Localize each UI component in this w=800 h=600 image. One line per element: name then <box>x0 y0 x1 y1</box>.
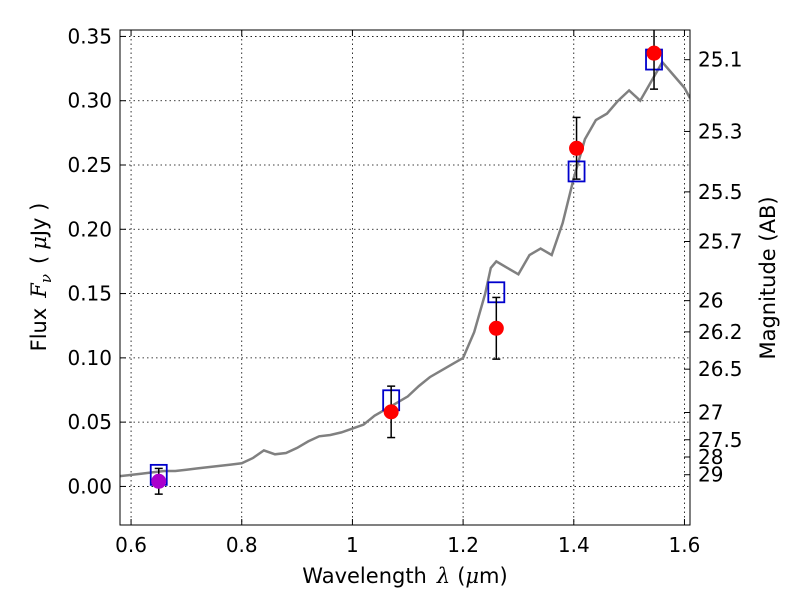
y2-tick-label: 26.5 <box>698 357 743 381</box>
y2-tick-label: 29 <box>698 463 723 487</box>
x-tick-label: 1.6 <box>669 533 701 557</box>
y-tick-label: 0.15 <box>67 282 112 306</box>
y-tick-label: 0.30 <box>67 89 112 113</box>
plot-frame <box>119 29 691 526</box>
markers <box>149 30 663 495</box>
y-tick-label: 0.35 <box>67 24 112 48</box>
y-axis-symbol-sub: ν <box>37 274 55 283</box>
y-axis-ticks: 0.00 0.05 0.10 0.15 0.20 0.25 0.30 0.35 <box>67 24 126 498</box>
y-tick-label: 0.10 <box>67 346 112 370</box>
y2-tick-label: 25.3 <box>698 119 743 143</box>
data-point <box>151 473 167 489</box>
x-tick-label: 1 <box>346 533 359 557</box>
y-axis-label: Flux <box>27 308 51 352</box>
y2-tick-label: 28 <box>698 445 723 469</box>
y-tick-label: 0.25 <box>67 153 112 177</box>
x-axis-unit-symbol: μ <box>465 564 479 588</box>
x-axis-label: Wavelength <box>302 564 427 588</box>
spectrum-line <box>120 59 690 478</box>
y2-tick-label: 26 <box>698 289 723 313</box>
y-tick-label: 0.20 <box>67 217 112 241</box>
data-point <box>569 140 585 156</box>
y2-axis-title: Magnitude (AB) <box>756 196 780 359</box>
y-axis-unit-close: Jy ) <box>27 203 51 239</box>
x-tick-label: 1.4 <box>558 533 590 557</box>
y-axis-symbol: F <box>27 282 51 299</box>
x-tick-label: 0.6 <box>115 533 147 557</box>
x-axis-ticks: 0.6 0.8 1 1.2 1.4 1.6 <box>115 30 700 557</box>
x-axis-title: Wavelength λ (μm) <box>302 564 507 588</box>
grid <box>120 30 690 525</box>
y-tick-label: 0.05 <box>67 410 112 434</box>
y2-tick-label: 25.7 <box>698 230 743 254</box>
y-axis-title: Flux Fν ( μJy ) <box>27 203 55 352</box>
y-tick-label: 0.00 <box>67 474 112 498</box>
y2-tick-label: 27 <box>698 401 723 425</box>
y-axis-unit-open: ( <box>27 256 51 264</box>
x-axis-unit-close: m) <box>479 564 508 588</box>
data-point <box>646 45 662 61</box>
data-point <box>488 320 504 336</box>
plot-area <box>120 30 690 495</box>
x-axis-symbol: λ <box>436 564 450 588</box>
y2-tick-label: 25.1 <box>698 48 743 72</box>
data-point <box>383 404 399 420</box>
y-axis-unit-symbol: μ <box>27 236 51 250</box>
y2-tick-label: 25.5 <box>698 180 743 204</box>
y2-tick-label: 26.2 <box>698 320 743 344</box>
y2-tick-label: 27.5 <box>698 428 743 452</box>
x-tick-label: 1.2 <box>447 533 479 557</box>
x-axis-unit-open: ( <box>457 564 465 588</box>
x-tick-label: 0.8 <box>226 533 258 557</box>
